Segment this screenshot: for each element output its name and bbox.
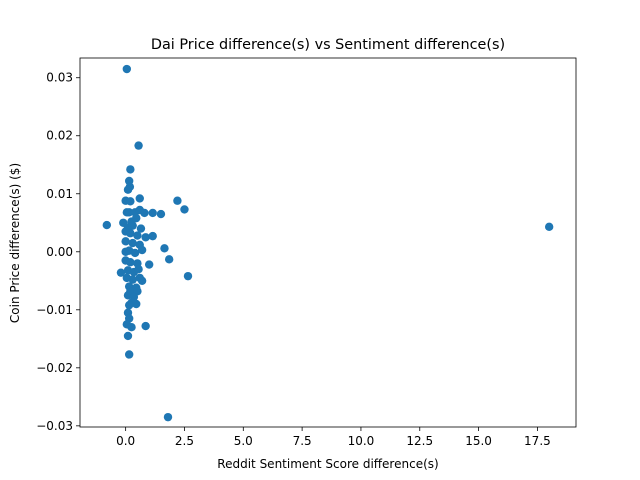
x-tick-label: 7.5 xyxy=(293,434,312,448)
x-tick-label: 2.5 xyxy=(175,434,194,448)
data-point xyxy=(126,229,135,238)
data-point xyxy=(128,275,137,284)
data-point xyxy=(102,220,112,230)
data-point xyxy=(121,237,130,246)
data-point xyxy=(164,255,174,264)
data-point xyxy=(141,233,150,242)
data-point xyxy=(156,209,166,219)
x-axis-label: Reddit Sentiment Score difference(s) xyxy=(217,457,438,471)
x-tick-label: 15.0 xyxy=(465,434,492,448)
data-point xyxy=(126,165,135,174)
chart-title: Dai Price difference(s) vs Sentiment dif… xyxy=(151,37,505,53)
data-point xyxy=(123,185,133,194)
data-point xyxy=(135,194,144,203)
data-point xyxy=(183,271,193,281)
data-point xyxy=(134,264,143,274)
data-point xyxy=(137,245,147,255)
y-tick-label: −0.03 xyxy=(36,419,73,433)
x-tick-label: 17.5 xyxy=(524,434,551,448)
data-point xyxy=(122,64,132,74)
data-point xyxy=(144,260,154,269)
data-point xyxy=(160,244,169,253)
data-point xyxy=(128,238,137,248)
data-point xyxy=(148,208,157,218)
x-tick-label: 10.0 xyxy=(348,434,375,448)
data-point xyxy=(126,197,135,206)
y-axis-label: Coin Price difference(s) ($) xyxy=(8,163,22,323)
y-axis-ticks: −0.03 −0.02 −0.01 0.00 0.01 0.02 0.03 xyxy=(36,71,80,433)
data-point xyxy=(136,224,146,233)
data-point xyxy=(124,208,134,217)
data-points xyxy=(102,64,554,422)
data-point xyxy=(544,222,554,232)
plot-frame xyxy=(79,57,577,428)
data-point xyxy=(124,350,134,359)
data-point xyxy=(126,258,135,267)
y-tick-label: −0.01 xyxy=(36,303,73,317)
data-point xyxy=(140,208,149,218)
data-point xyxy=(163,412,173,422)
data-point xyxy=(132,299,141,309)
data-point xyxy=(137,276,147,285)
data-point xyxy=(124,300,134,310)
data-point xyxy=(173,196,182,205)
data-point xyxy=(123,331,133,341)
x-tick-label: 0.0 xyxy=(116,434,135,448)
data-point xyxy=(134,141,143,150)
x-axis-ticks: 0.0 2.5 5.0 7.5 10.0 12.5 15.0 17.5 xyxy=(116,427,551,448)
y-tick-label: 0.01 xyxy=(46,187,73,201)
data-point xyxy=(127,323,136,332)
data-point xyxy=(132,213,141,223)
y-tick-label: 0.03 xyxy=(46,71,73,85)
data-point xyxy=(133,231,142,240)
data-point xyxy=(141,321,150,331)
y-tick-label: 0.02 xyxy=(46,129,73,143)
x-tick-label: 12.5 xyxy=(406,434,433,448)
plot-area xyxy=(79,57,577,428)
y-tick-label: −0.02 xyxy=(36,361,73,375)
data-point xyxy=(148,231,157,241)
y-tick-label: 0.00 xyxy=(46,245,73,259)
data-point xyxy=(116,268,126,277)
x-tick-label: 5.0 xyxy=(234,434,253,448)
data-point xyxy=(128,221,137,230)
data-point xyxy=(130,248,140,258)
data-point xyxy=(180,205,189,214)
